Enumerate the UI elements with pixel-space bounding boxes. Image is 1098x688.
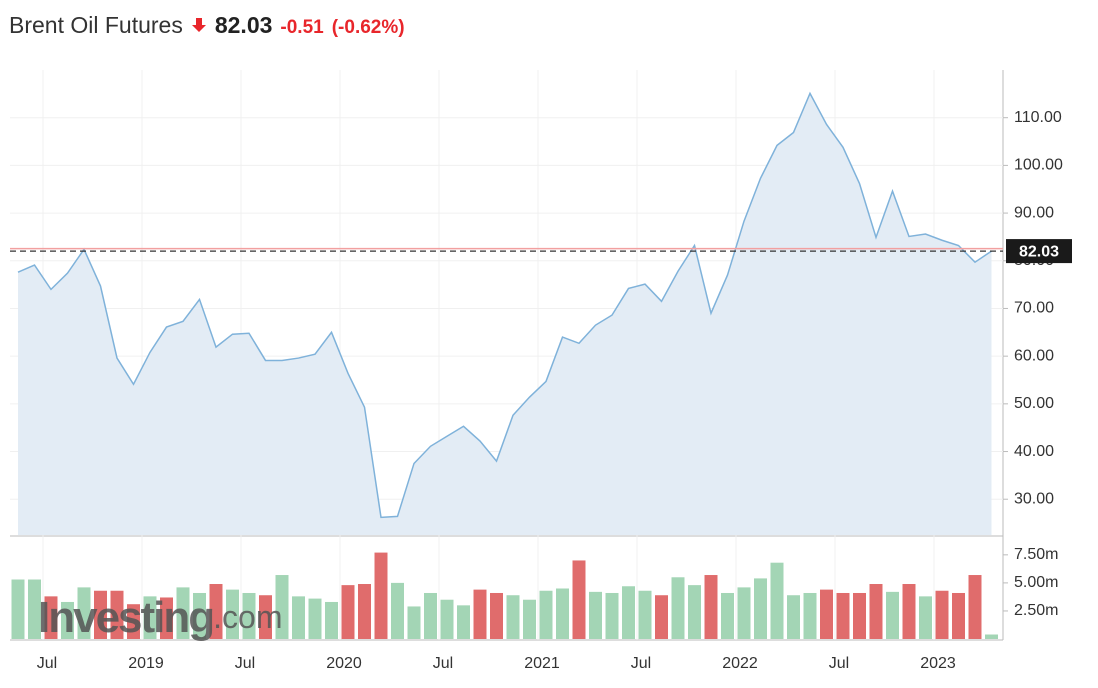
volume-bar [803,592,817,639]
y-tick-label: 50.00 [1014,395,1054,412]
volume-bar [622,586,635,639]
volume-bar [985,634,998,639]
volume-bar [820,589,833,639]
volume-bar [704,575,718,639]
volume-bar [176,587,190,639]
volume-bar [457,605,470,639]
last-price: 82.03 [214,12,273,38]
volume-bar [143,596,157,639]
volume-bar [886,591,899,639]
volume-bar [209,584,223,639]
volume-bar [292,596,305,639]
volume-bar [94,590,107,639]
x-tick-label: 2023 [920,655,956,672]
volume-bar [242,592,256,639]
volume-bar [737,587,751,639]
y-tick-label: 40.00 [1014,443,1054,460]
x-tick-label: Jul [235,655,255,672]
volume-bar [490,592,503,639]
volume-bar [688,585,701,639]
price-change: -0.51 [280,17,324,38]
y-tick-label: 110.00 [1014,109,1062,126]
header: Brent Oil Futures 82.03 -0.51 (-0.62%) [9,12,405,39]
volume-bar [556,588,569,639]
volume-bar [341,585,355,639]
volume-bar [110,590,124,639]
last-price-label: 82.03 [1019,243,1059,260]
y-tick-label: 2.50m [1014,602,1058,619]
volume-bar [539,590,553,639]
volume-bar [853,592,866,639]
price-change-percent: (-0.62%) [331,17,405,38]
volume-bar [473,589,487,639]
volume-bar [424,592,437,639]
volume-bar [655,595,668,639]
volume-bar [754,578,767,639]
volume-bar [968,575,982,639]
x-tick-label: 2020 [326,655,362,672]
volume-bar [506,595,520,639]
volume-bar [770,562,784,639]
volume-bar [308,598,322,639]
y-tick-label: 5.00m [1014,574,1058,591]
x-tick-label: Jul [829,655,849,672]
volume-bar [721,592,734,639]
volume-bar [836,592,850,639]
volume-bar [325,601,338,639]
volume-bar [160,597,173,639]
volume-bar [638,590,652,639]
y-tick-label: 30.00 [1014,490,1054,507]
x-tick-label: 2019 [128,655,164,672]
volume-bar [869,584,883,639]
instrument-name: Brent Oil Futures [9,12,183,38]
down-arrow [191,18,206,32]
volume-bar [44,596,58,639]
volume-bar [226,589,239,639]
volume-bar [952,592,965,639]
y-tick-label: 7.50m [1014,546,1058,563]
volume-bar [11,579,25,639]
volume-bar [28,579,41,639]
y-tick-label: 70.00 [1014,300,1054,317]
volume-bar [605,592,619,639]
y-tick-label: 100.00 [1014,157,1063,174]
last-price-badge [1006,239,1072,264]
volume-bar [919,596,932,639]
x-tick-label: Jul [433,655,453,672]
watermark-suffix: .com [213,599,282,635]
volume-bar [440,599,454,639]
volume-bar [671,577,685,639]
y-tick-label: 90.00 [1014,204,1054,221]
volume-bar [787,595,800,639]
y-tick-label: 60.00 [1014,347,1054,364]
watermark: Investing.com [38,593,283,642]
price-area [18,93,992,535]
volume-bar [589,591,602,639]
volume-bar [358,584,371,639]
volume-bar [572,560,586,639]
price-line [17,91,992,519]
volume-bar [935,590,949,639]
volume-bar [61,601,74,639]
volume-bar [374,552,388,639]
x-tick-label: Jul [37,655,57,672]
volume-bar [407,606,421,639]
volume-bar [902,584,916,639]
x-tick-label: Jul [631,655,651,672]
volume-bar [523,599,536,639]
volume-bar [275,575,289,639]
x-tick-label: 2022 [722,655,758,672]
volume-bar [193,592,206,639]
volume-bar [391,582,404,639]
x-tick-label: 2021 [524,655,560,672]
volume-bar [127,604,140,639]
watermark-brand: Investing [38,593,213,642]
volume-bar [77,587,91,639]
volume-bar [259,595,272,639]
